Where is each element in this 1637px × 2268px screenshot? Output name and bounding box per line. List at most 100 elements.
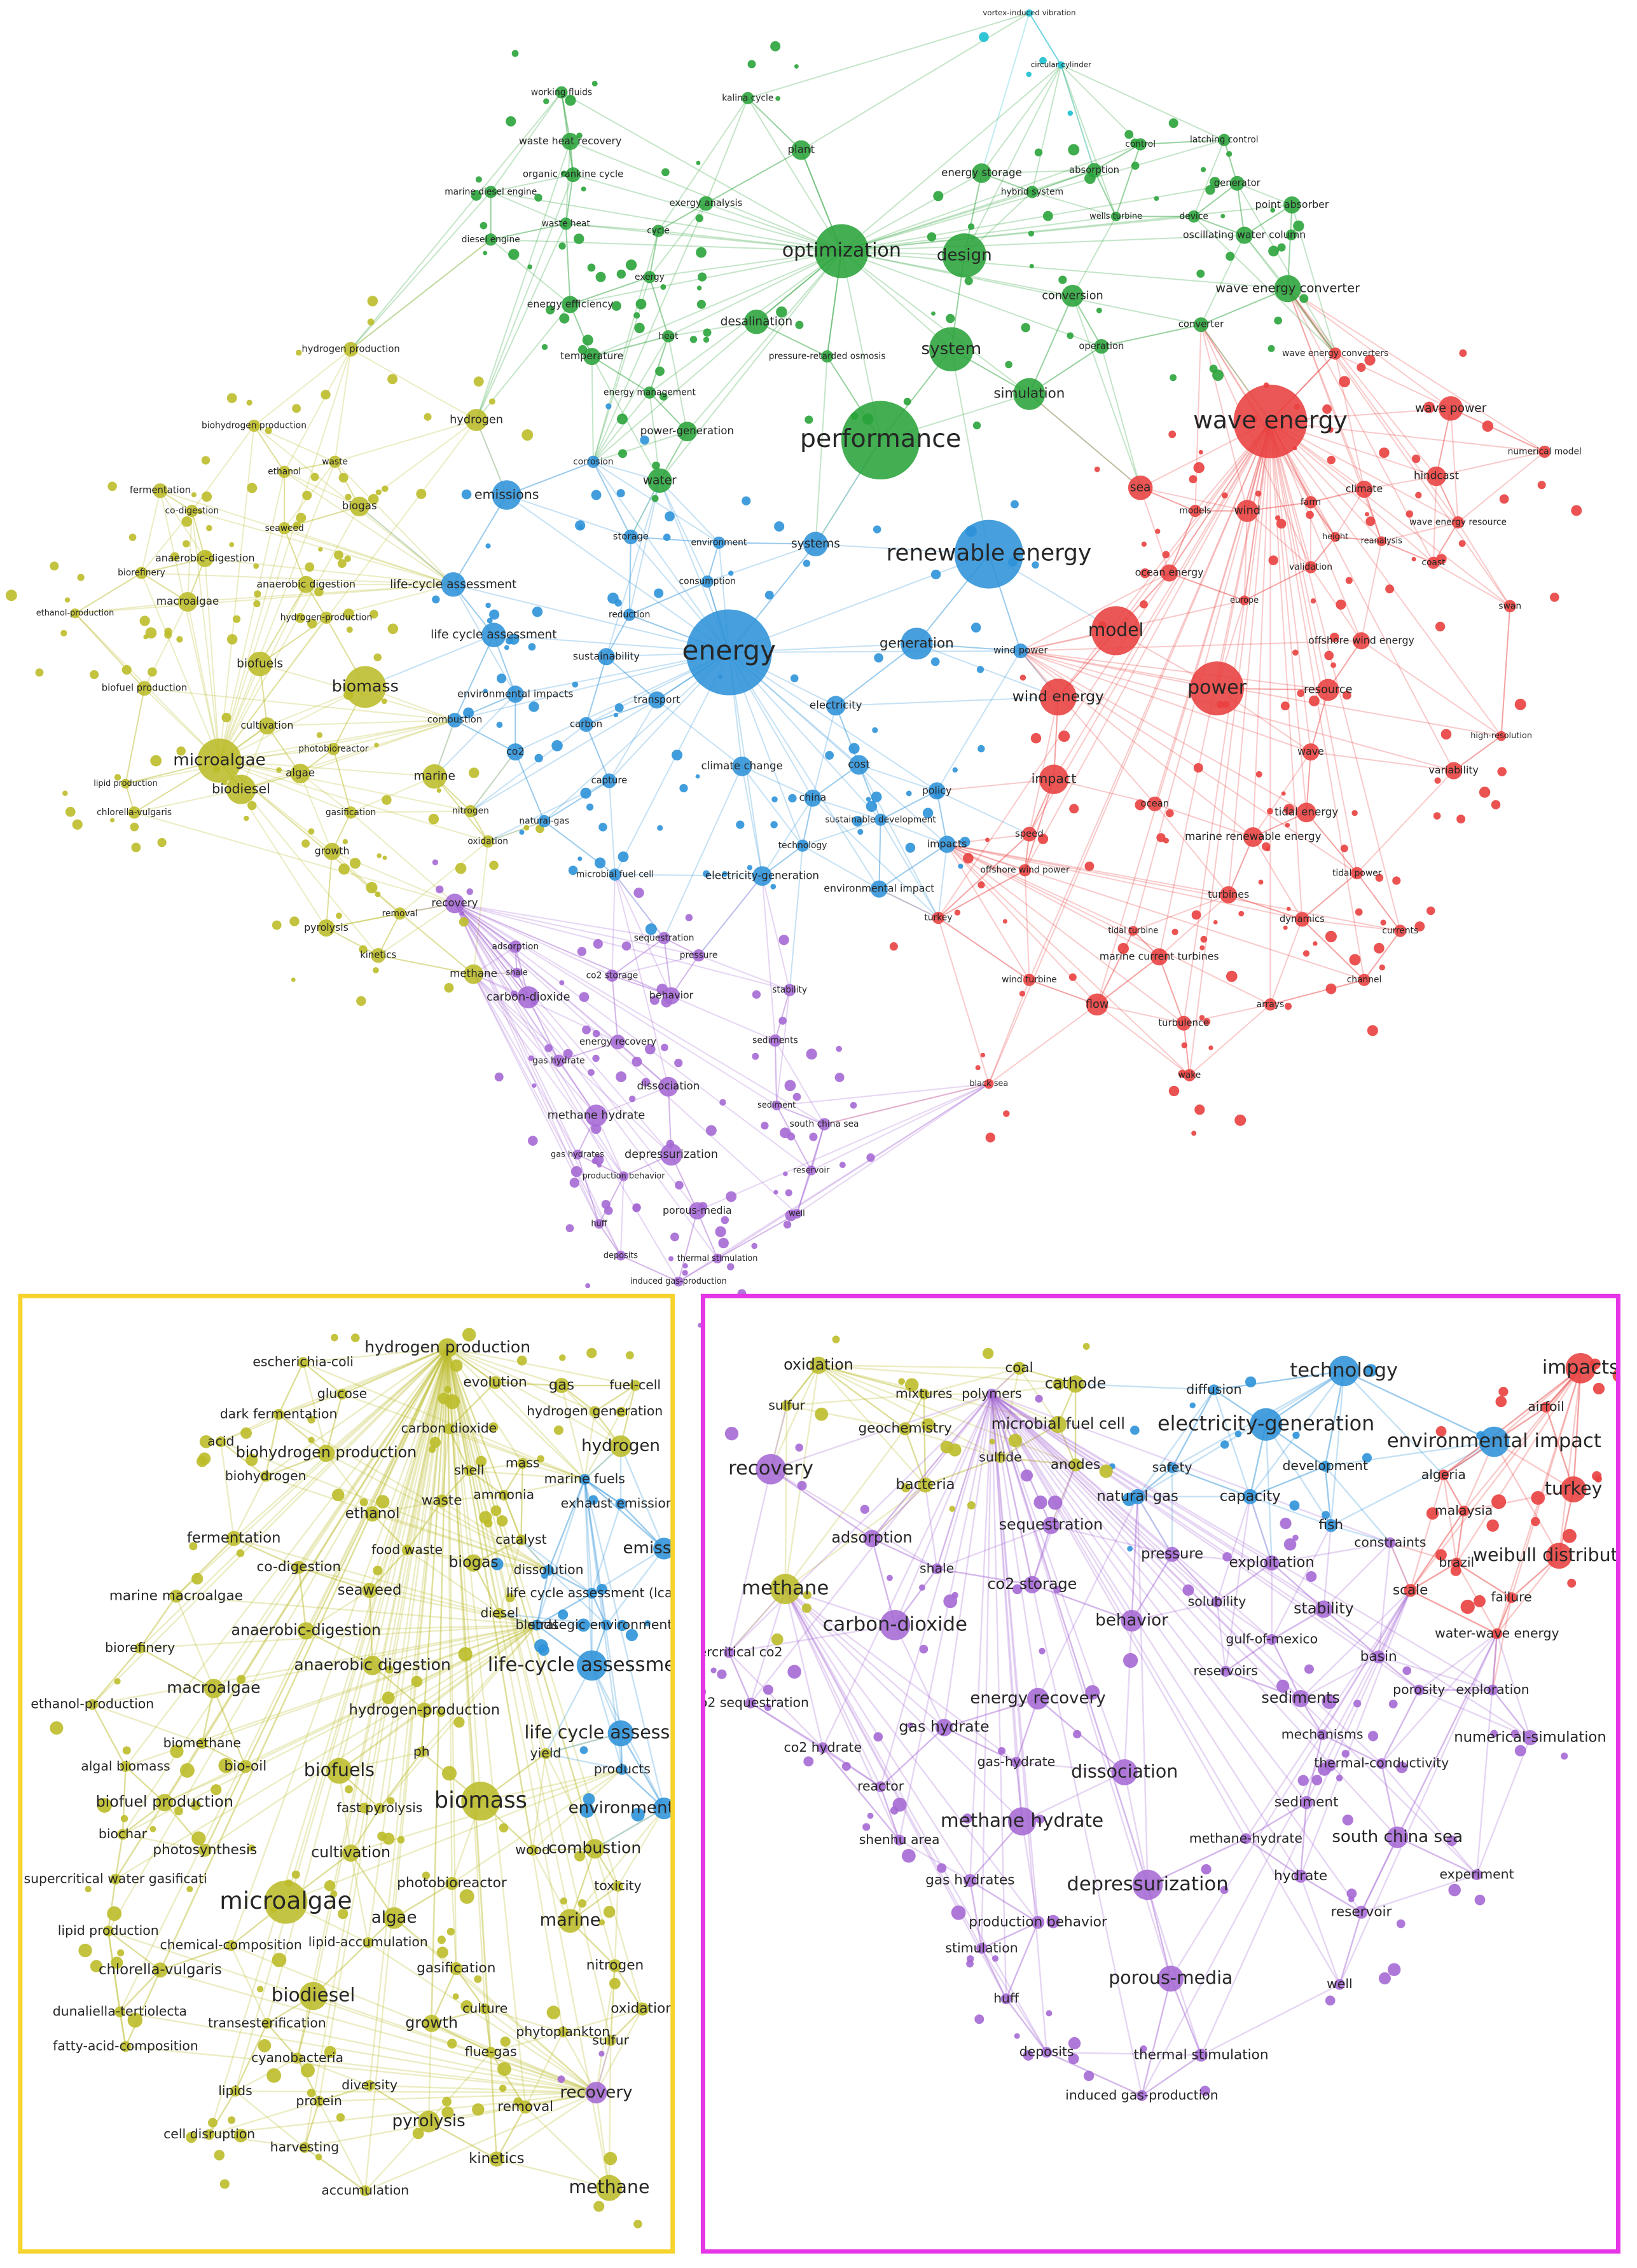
node-label: electricity-generation bbox=[1157, 1412, 1374, 1435]
node-label: phytoplankton bbox=[516, 2024, 610, 2039]
node-label: cathode bbox=[1045, 1374, 1106, 1392]
node-label: behavior bbox=[1095, 1611, 1168, 1630]
edge bbox=[991, 1394, 1149, 1885]
edge bbox=[74, 572, 142, 614]
node-dot bbox=[114, 774, 121, 781]
edge bbox=[1053, 421, 1271, 780]
edge bbox=[1378, 1656, 1420, 1691]
node bbox=[531, 1619, 542, 1631]
edge bbox=[1306, 1735, 1323, 1803]
node-dot bbox=[568, 865, 578, 876]
node-dot bbox=[375, 489, 382, 495]
node-dot bbox=[867, 1812, 874, 1819]
node bbox=[1438, 1469, 1449, 1481]
node-dot bbox=[376, 1495, 390, 1509]
node-dot bbox=[1156, 833, 1166, 842]
node-dot bbox=[1297, 1775, 1309, 1786]
edge bbox=[812, 797, 939, 919]
edge bbox=[1545, 1406, 1575, 1490]
node-dot bbox=[790, 674, 799, 683]
node-label: co-digestion bbox=[257, 1559, 342, 1575]
node bbox=[1220, 1665, 1231, 1677]
edge bbox=[981, 64, 1062, 174]
node-dot bbox=[1322, 404, 1332, 414]
node-dot bbox=[122, 1746, 131, 1755]
edge bbox=[446, 1347, 496, 1384]
node-dot bbox=[432, 595, 440, 604]
edge bbox=[1236, 183, 1245, 236]
edge bbox=[446, 1347, 611, 2189]
edge bbox=[164, 1624, 537, 1804]
edge bbox=[233, 1476, 266, 1539]
edge bbox=[334, 349, 352, 462]
node-label: accumulation bbox=[321, 2183, 409, 2198]
node-label: reactor bbox=[857, 1778, 904, 1794]
node-dot bbox=[534, 193, 542, 202]
node-dot bbox=[367, 296, 378, 306]
node-label: hydrogen generation bbox=[527, 1403, 663, 1419]
edge bbox=[454, 903, 619, 1043]
node-dot bbox=[428, 813, 439, 825]
node-label: anaerobic digestion bbox=[256, 578, 356, 590]
edges bbox=[92, 1347, 665, 2192]
node bbox=[494, 1608, 505, 1619]
edge bbox=[220, 1347, 448, 1443]
node-dot bbox=[570, 1165, 583, 1178]
edge bbox=[991, 1394, 1133, 1621]
node-dot bbox=[1181, 1042, 1187, 1048]
edge bbox=[448, 1428, 585, 1480]
edge bbox=[707, 543, 816, 582]
node-label: methane hydrate bbox=[548, 1110, 646, 1122]
edge bbox=[1072, 216, 1117, 296]
edge bbox=[1131, 1553, 1173, 1621]
node-label: carbon-dioxide bbox=[823, 1613, 967, 1635]
node bbox=[698, 196, 714, 211]
node-dot bbox=[221, 712, 231, 723]
edge bbox=[878, 888, 939, 919]
node-dot bbox=[1325, 983, 1337, 994]
edge bbox=[770, 1468, 873, 1539]
node-label: removal bbox=[382, 909, 418, 919]
node-dot bbox=[475, 1455, 487, 1467]
node-label: seaweed bbox=[338, 1582, 402, 1598]
edge bbox=[1456, 1511, 1465, 1564]
node bbox=[1385, 1537, 1396, 1548]
edge bbox=[406, 1500, 443, 1551]
node-label: gasification bbox=[417, 1960, 495, 1976]
node-dot bbox=[1406, 510, 1414, 518]
edge bbox=[1265, 1424, 1273, 1564]
edge bbox=[991, 1394, 1341, 1985]
edge bbox=[614, 1965, 644, 2010]
node-dot bbox=[560, 1897, 568, 1905]
node-dot bbox=[958, 863, 964, 869]
node-dot bbox=[747, 865, 753, 870]
edge bbox=[663, 937, 700, 956]
edge bbox=[1245, 1590, 1411, 1839]
node-dot bbox=[296, 512, 307, 523]
edge bbox=[565, 223, 842, 252]
node-label: anodes bbox=[1051, 1457, 1100, 1473]
edge bbox=[878, 844, 948, 890]
node-label: coal bbox=[1005, 1360, 1033, 1376]
edge bbox=[107, 1930, 121, 2012]
edge bbox=[1245, 1838, 1301, 1877]
edge bbox=[107, 1930, 121, 2012]
edge bbox=[305, 1347, 448, 1632]
node bbox=[584, 1839, 605, 1859]
edge bbox=[1443, 1367, 1582, 1476]
node bbox=[712, 536, 726, 549]
edge bbox=[176, 1347, 448, 1597]
node-dot bbox=[245, 1454, 258, 1466]
node-dot bbox=[651, 495, 659, 502]
edge bbox=[925, 1457, 1001, 1486]
node-dot bbox=[240, 1427, 252, 1439]
edge bbox=[969, 1880, 1039, 1923]
node bbox=[1157, 1965, 1184, 1992]
node bbox=[1067, 1375, 1084, 1393]
edge bbox=[1147, 1838, 1247, 1886]
node bbox=[1560, 1476, 1587, 1502]
node-label: dark fermentation bbox=[220, 1406, 338, 1421]
edge bbox=[569, 1848, 596, 1921]
edge bbox=[696, 1211, 719, 1259]
node-dot bbox=[1456, 814, 1466, 824]
